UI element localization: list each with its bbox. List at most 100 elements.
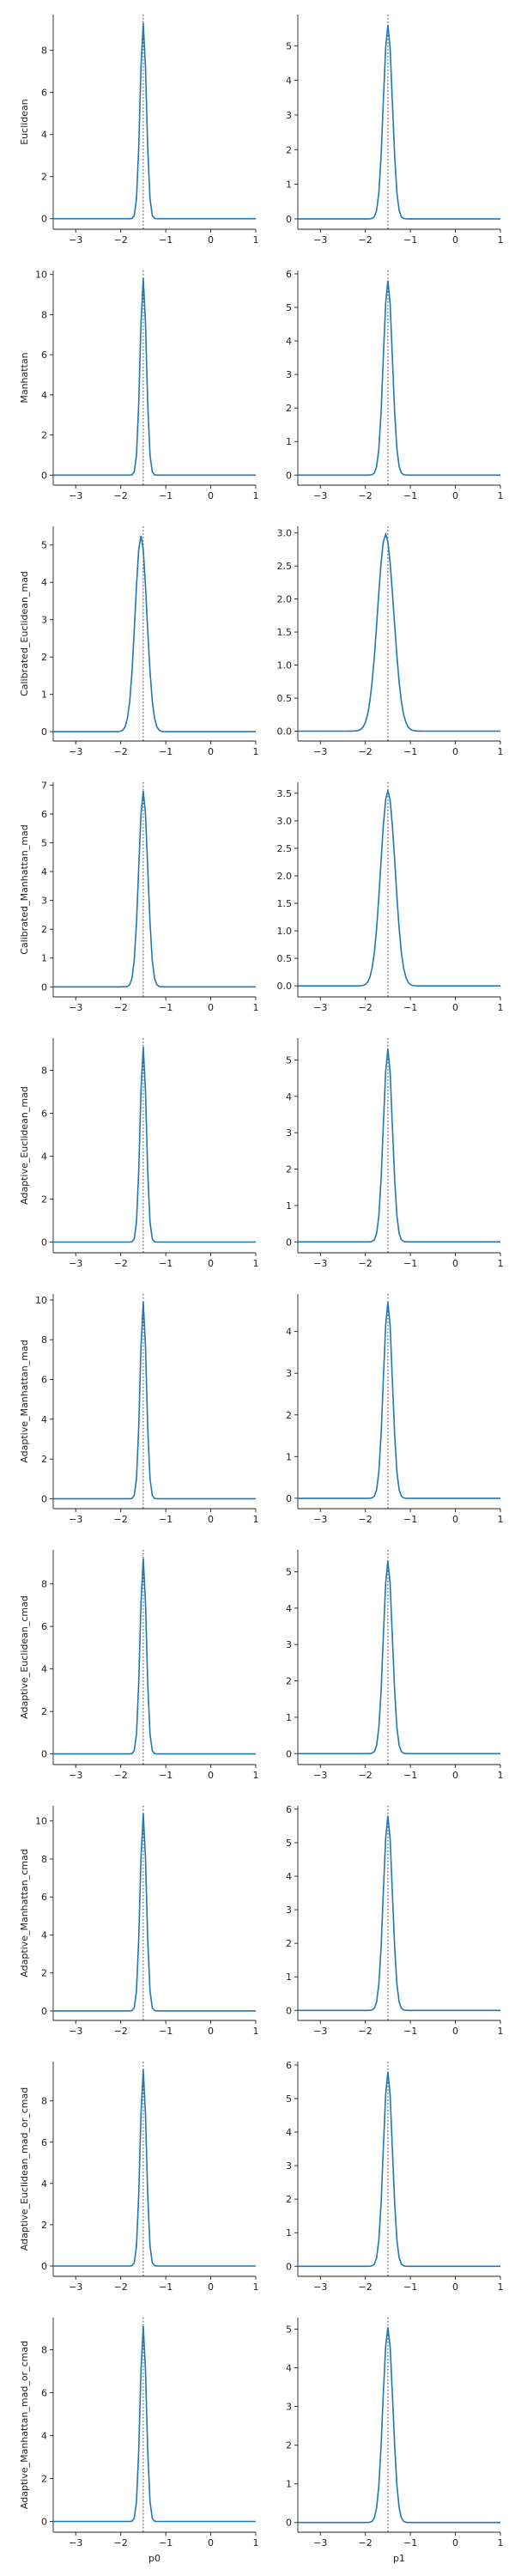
y-tick-label: 10: [35, 270, 47, 281]
y-tick-label: 2: [286, 1676, 292, 1687]
x-tick-label: −3: [69, 1514, 82, 1525]
y-tick-label: 1: [286, 1200, 292, 1212]
x-tick-label: −2: [359, 2537, 373, 2549]
x-tick-label: −1: [403, 1258, 417, 1269]
y-tick-label: 4: [286, 1327, 292, 1338]
density-line: [53, 1302, 256, 1500]
x-tick-label: −1: [403, 2026, 417, 2037]
y-axis-label: Euclidean: [19, 99, 30, 145]
x-tick-label: −3: [313, 234, 327, 246]
y-tick-label: 2: [286, 2440, 292, 2451]
y-tick-label: 2: [41, 172, 47, 183]
y-tick-label: 6: [41, 809, 47, 820]
x-tick-label: −1: [159, 746, 173, 757]
y-tick-label: 3.0: [277, 816, 293, 827]
y-tick-label: 2: [41, 1706, 47, 1717]
y-tick-label: 2: [286, 1410, 292, 1421]
x-tick-label: −2: [359, 490, 373, 501]
y-tick-label: 6: [41, 349, 47, 361]
y-axis-label: Adaptive_Manhattan_mad_or_cmad: [19, 2341, 30, 2509]
x-tick-label: 0: [452, 1002, 458, 1013]
y-tick-label: 2: [41, 1454, 47, 1465]
x-tick-label: −1: [159, 234, 173, 246]
x-tick-label: −2: [359, 2281, 373, 2293]
x-tick-label: 1: [498, 1514, 504, 1525]
y-tick-label: 2.0: [277, 594, 293, 605]
panel-r3-c0: −3 −2 −1 0 1 0 1 2 3 4 5 6 7 Calibrated_Manhattan_mad: [19, 780, 259, 1013]
x-tick-label: 0: [452, 2281, 458, 2293]
x-tick-label: 0: [452, 1258, 458, 1269]
x-tick-label: −3: [69, 1002, 82, 1013]
density-line: [53, 791, 256, 988]
y-tick-label: 3: [286, 1368, 292, 1379]
x-tick-label: −1: [159, 1002, 173, 1013]
y-tick-label: 4: [41, 130, 47, 141]
y-tick-label: 2: [286, 403, 292, 414]
y-tick-label: 0: [41, 981, 47, 993]
x-tick-label: 1: [498, 1770, 504, 1781]
y-tick-label: 4: [41, 2178, 47, 2190]
x-tick-label: 1: [253, 490, 259, 501]
y-tick-label: 8: [41, 1334, 47, 1346]
x-tick-label: −3: [69, 2026, 82, 2037]
y-tick-label: 0: [41, 1493, 47, 1504]
x-tick-label: 0: [208, 1002, 214, 1013]
x-tick-label: 1: [253, 1258, 259, 1269]
y-tick-label: 1: [286, 436, 292, 447]
y-axis-label: Adaptive_Manhattan_cmad: [19, 1849, 30, 1977]
panel-r6-c0: −3 −2 −1 0 1 0 2 4 6 8 Adaptive_Euclidean_cmad: [19, 1550, 259, 1781]
y-tick-label: 1: [286, 2479, 292, 2490]
y-tick-label: 2.0: [277, 871, 293, 882]
y-tick-label: 0.5: [277, 693, 293, 704]
x-tick-label: −1: [403, 2281, 417, 2293]
y-tick-label: 4: [286, 2363, 292, 2374]
x-tick-label: 1: [498, 1002, 504, 1013]
x-tick-label: 0: [452, 490, 458, 501]
y-tick-label: 10: [35, 1295, 47, 1306]
x-tick-label: 0: [208, 746, 214, 757]
y-tick-label: 0: [286, 1493, 292, 1504]
x-tick-label: −2: [359, 746, 373, 757]
x-tick-label: −3: [313, 1002, 327, 1013]
density-line: [298, 25, 500, 220]
y-tick-label: 3: [286, 2402, 292, 2413]
y-tick-label: 0: [41, 1237, 47, 1249]
panel-r4-c0: −3 −2 −1 0 1 0 2 4 6 8 Adaptive_Euclidean_mad: [19, 1038, 259, 1269]
y-tick-label: 2: [41, 1968, 47, 1979]
x-tick-label: −1: [159, 2537, 173, 2549]
x-tick-label: 0: [208, 490, 214, 501]
y-tick-label: 4: [41, 1151, 47, 1163]
x-tick-label: 0: [208, 1258, 214, 1269]
x-tick-label: −1: [403, 2537, 417, 2549]
y-tick-label: 3.0: [277, 528, 293, 539]
y-tick-label: 4: [41, 2431, 47, 2442]
panel-r9-c1: −3 −2 −1 0 1 0 1 2 3 4 5 p1: [286, 2318, 504, 2564]
x-tick-label: 1: [253, 1770, 259, 1781]
x-tick-label: −2: [114, 2281, 128, 2293]
y-axis-label: Adaptive_Euclidean_cmad: [19, 1595, 30, 1719]
x-tick-label: 1: [253, 746, 259, 757]
y-tick-label: 8: [41, 309, 47, 320]
y-axis-label: Calibrated_Euclidean_mad: [19, 571, 30, 696]
x-tick-label: 1: [498, 490, 504, 501]
y-tick-label: 6: [41, 1892, 47, 1903]
y-tick-label: 4: [286, 1603, 292, 1614]
x-tick-label: −1: [403, 1002, 417, 1013]
panel-r0-c1: −3 −2 −1 0 1 0 1 2 3 4 5: [286, 15, 504, 246]
y-tick-label: 5: [286, 302, 292, 313]
y-tick-label: 1.0: [277, 926, 293, 937]
y-tick-label: 2: [41, 2474, 47, 2485]
y-tick-label: 5: [41, 540, 47, 551]
x-tick-label: 1: [253, 2537, 259, 2549]
density-line: [53, 1813, 256, 2012]
y-tick-label: 4: [41, 1929, 47, 1941]
y-tick-label: 6: [41, 88, 47, 99]
y-tick-label: 6: [41, 2388, 47, 2399]
density-line: [53, 2325, 256, 2523]
panel-r8-c1: −3 −2 −1 0 1 0 1 2 3 4 5 6: [286, 2060, 504, 2293]
y-tick-label: 8: [41, 2345, 47, 2356]
y-tick-label: 6: [41, 1375, 47, 1386]
x-tick-label: −3: [69, 1770, 82, 1781]
y-tick-label: 0.5: [277, 953, 293, 964]
